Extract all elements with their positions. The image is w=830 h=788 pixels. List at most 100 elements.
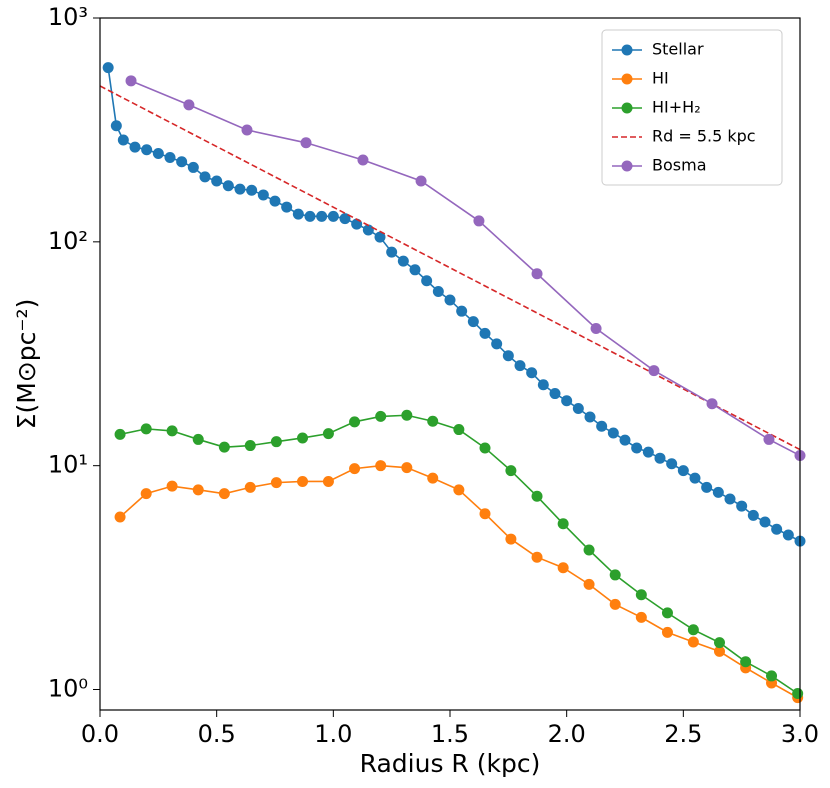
data-point bbox=[609, 598, 621, 610]
data-point bbox=[339, 213, 351, 225]
y-tick-label: 10⁰ bbox=[48, 675, 88, 703]
data-point bbox=[714, 637, 725, 649]
data-point bbox=[635, 589, 647, 601]
data-point bbox=[747, 509, 759, 521]
data-point bbox=[590, 323, 602, 335]
data-point bbox=[300, 137, 312, 149]
data-point bbox=[349, 416, 361, 428]
data-point bbox=[648, 365, 660, 377]
y-tick-label: 10³ bbox=[48, 3, 88, 31]
data-point bbox=[607, 427, 619, 439]
data-point bbox=[537, 379, 549, 391]
data-point bbox=[491, 338, 503, 350]
legend-label: Stellar bbox=[652, 40, 704, 59]
data-point bbox=[246, 184, 258, 196]
data-point bbox=[583, 544, 595, 556]
data-point bbox=[514, 360, 526, 372]
data-point bbox=[140, 423, 152, 435]
x-tick-label: 3.0 bbox=[781, 720, 819, 748]
data-point bbox=[479, 327, 491, 339]
data-point bbox=[140, 488, 152, 500]
data-point bbox=[166, 480, 178, 492]
data-point bbox=[304, 210, 316, 222]
data-point bbox=[427, 415, 439, 427]
data-point bbox=[327, 210, 339, 222]
data-point bbox=[281, 201, 293, 213]
data-point bbox=[549, 388, 561, 400]
x-tick-label: 1.5 bbox=[431, 720, 469, 748]
data-point bbox=[526, 367, 538, 379]
legend-box bbox=[601, 29, 783, 186]
data-point bbox=[473, 215, 485, 227]
data-point bbox=[740, 656, 752, 668]
data-point bbox=[427, 472, 439, 484]
data-point bbox=[792, 687, 804, 699]
data-point bbox=[270, 477, 282, 489]
data-point bbox=[351, 218, 363, 230]
x-axis-label: Radius R (kpc) bbox=[360, 749, 541, 778]
legend-label: HI bbox=[652, 69, 669, 88]
data-point bbox=[531, 268, 543, 280]
data-point bbox=[584, 411, 596, 423]
y-tick-label: 10¹ bbox=[48, 451, 88, 479]
data-point bbox=[292, 208, 304, 220]
data-point bbox=[635, 611, 647, 623]
data-point bbox=[421, 275, 433, 287]
legend-marker bbox=[621, 44, 633, 56]
data-point bbox=[619, 434, 631, 446]
data-point bbox=[771, 523, 783, 535]
y-tick-label: 10² bbox=[48, 227, 88, 255]
data-point bbox=[505, 465, 517, 477]
y-axis-label: Σ(M⊙pc⁻²) bbox=[12, 299, 41, 430]
data-point bbox=[766, 670, 778, 682]
data-point bbox=[375, 410, 387, 422]
data-point bbox=[218, 441, 230, 453]
data-point bbox=[357, 154, 369, 166]
data-point bbox=[782, 529, 794, 541]
data-point bbox=[453, 424, 465, 436]
x-tick-label: 2.5 bbox=[664, 720, 702, 748]
data-point bbox=[502, 350, 514, 362]
legend-marker bbox=[621, 102, 633, 114]
data-point bbox=[505, 533, 517, 545]
data-point bbox=[596, 420, 608, 432]
data-point bbox=[712, 486, 724, 498]
data-point bbox=[269, 195, 281, 207]
data-point bbox=[531, 490, 543, 502]
data-point bbox=[374, 231, 386, 243]
data-point bbox=[642, 446, 654, 458]
data-point bbox=[706, 398, 718, 410]
data-point bbox=[479, 442, 491, 454]
x-tick-label: 0.5 bbox=[198, 720, 236, 748]
data-point bbox=[666, 458, 678, 470]
data-point bbox=[736, 500, 748, 512]
data-point bbox=[479, 508, 491, 520]
data-point bbox=[244, 440, 256, 452]
series-line bbox=[99, 85, 801, 451]
data-point bbox=[432, 285, 444, 297]
data-point bbox=[222, 180, 234, 192]
data-point bbox=[218, 488, 230, 500]
series-line bbox=[119, 414, 799, 695]
data-point bbox=[444, 294, 456, 306]
data-point bbox=[677, 465, 689, 477]
data-point bbox=[401, 462, 413, 474]
data-point bbox=[661, 626, 673, 638]
legend-label: HI+H₂ bbox=[652, 98, 701, 117]
data-point bbox=[456, 305, 468, 317]
data-point bbox=[257, 189, 269, 201]
data-point bbox=[759, 516, 771, 528]
data-point bbox=[687, 624, 699, 636]
data-point bbox=[386, 246, 398, 258]
data-point bbox=[166, 425, 178, 437]
legend-label: Rd = 5.5 kpc bbox=[652, 127, 756, 146]
legend-label: Bosma bbox=[652, 156, 707, 175]
data-point bbox=[297, 475, 309, 487]
data-point bbox=[125, 75, 137, 87]
data-point bbox=[701, 481, 713, 493]
data-point bbox=[661, 607, 673, 619]
data-point bbox=[409, 264, 421, 276]
data-point bbox=[689, 472, 701, 484]
data-point bbox=[453, 484, 465, 496]
